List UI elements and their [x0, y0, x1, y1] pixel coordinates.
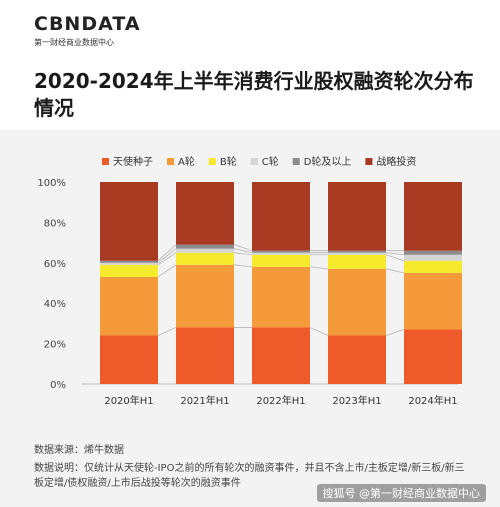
bar-2-0 [252, 327, 310, 384]
bar-0-1 [100, 276, 158, 336]
connector-2-0 [157, 252, 177, 266]
connector-4-1 [233, 244, 253, 252]
y-tick-label-5: 100% [37, 178, 66, 189]
connector-1-0 [157, 264, 177, 278]
bar-3-0 [328, 335, 386, 384]
y-tick-label-1: 20% [44, 340, 66, 351]
bar-3-1 [328, 268, 386, 336]
legend-swatch-2 [208, 158, 216, 165]
bar-3-5 [328, 182, 386, 251]
y-tick-label-0: 0% [50, 380, 66, 391]
bar-4-1 [404, 272, 462, 330]
connector-3-0 [157, 248, 177, 264]
bar-2-4 [252, 250, 310, 253]
bar-1-2 [176, 252, 234, 265]
x-tick-label-4: 2024年H1 [408, 394, 457, 407]
bar-2-1 [252, 266, 310, 328]
connector-1-2 [309, 266, 329, 270]
x-tick-label-0: 2020年H1 [104, 394, 153, 407]
logo-subtext: 第一财经商业数据中心 [34, 38, 114, 47]
legend-label-3: C轮 [262, 155, 279, 168]
page-title: 2020-2024年上半年消费行业股权融资轮次分布情况 [34, 69, 474, 120]
bar-4-3 [404, 254, 462, 261]
bar-3-4 [328, 250, 386, 253]
connector-2-3 [385, 254, 405, 262]
x-tick-label-1: 2021年H1 [180, 394, 229, 407]
bar-4-0 [404, 329, 462, 384]
connector-3-1 [233, 248, 253, 254]
bar-0-2 [100, 264, 158, 277]
watermark: 搜狐号 @第一财经商业数据中心 [316, 484, 486, 502]
connector-2-1 [233, 252, 253, 256]
bars [100, 182, 462, 384]
bar-1-3 [176, 248, 234, 253]
bar-1-1 [176, 264, 234, 328]
stacked-bar-chart: 天使种子 A轮 B轮 C轮 D轮及以上 战略投资 0% 20% 40% 60% 80% 100% 2… [37, 155, 462, 407]
bar-4-4 [404, 250, 462, 255]
data-source: 数据来源：烯牛数据 [34, 445, 124, 456]
x-tick-label-3: 2023年H1 [332, 394, 381, 407]
chart-notes: 数据来源：烯牛数据 数据说明：仅统计从天使轮-IPO之前的所有轮次的融资事件，并… [34, 443, 474, 494]
connector-3-3 [385, 252, 405, 256]
legend-label-2: B轮 [220, 155, 237, 168]
legend-label-1: A轮 [178, 155, 195, 168]
connector-1-1 [233, 264, 253, 268]
bar-0-3 [100, 262, 158, 265]
y-tick-label-4: 80% [44, 218, 66, 229]
bar-1-5 [176, 182, 234, 245]
bar-0-0 [100, 335, 158, 384]
bar-2-3 [252, 252, 310, 255]
bar-2-2 [252, 254, 310, 267]
legend-label-5: 战略投资 [376, 155, 416, 168]
x-axis: 2020年H1 2021年H1 2022年H1 2023年H1 2024年H1 [104, 394, 457, 407]
legend-swatch-1 [167, 158, 174, 165]
bar-4-2 [404, 260, 462, 273]
connector-0-2 [309, 327, 329, 336]
x-tick-label-2: 2022年H1 [256, 394, 305, 407]
bar-0-5 [100, 182, 158, 261]
connector-1-3 [385, 268, 405, 274]
connector-0-0 [157, 327, 177, 336]
logo-text: CBNDATA [34, 13, 141, 35]
bar-3-3 [328, 252, 386, 255]
y-axis: 0% 20% 40% 60% 80% 100% [37, 178, 66, 391]
bar-1-0 [176, 327, 234, 384]
bar-4-5 [404, 182, 462, 251]
data-description: 数据说明：仅统计从天使轮-IPO之前的所有轮次的融资事件，并且不含上市/主板定增… [34, 463, 465, 489]
chart-legend: 天使种子 A轮 B轮 C轮 D轮及以上 战略投资 [102, 155, 416, 168]
legend-swatch-3 [250, 158, 258, 165]
bar-0-4 [100, 260, 158, 263]
y-tick-label-2: 40% [44, 299, 66, 310]
bar-3-2 [328, 254, 386, 269]
connector-4-0 [157, 244, 177, 262]
legend-label-4: D轮及以上 [304, 155, 352, 168]
legend-swatch-5 [365, 158, 373, 165]
y-tick-label-3: 60% [44, 259, 66, 270]
bar-1-4 [176, 244, 234, 249]
connector-lines [157, 244, 405, 336]
connector-0-3 [385, 329, 405, 336]
bar-2-5 [252, 182, 310, 251]
legend-swatch-4 [292, 158, 300, 165]
legend-label-0: 天使种子 [113, 155, 153, 168]
legend-swatch-0 [102, 158, 109, 165]
brand-logo: CBNDATA 第一财经商业数据中心 [34, 14, 141, 48]
